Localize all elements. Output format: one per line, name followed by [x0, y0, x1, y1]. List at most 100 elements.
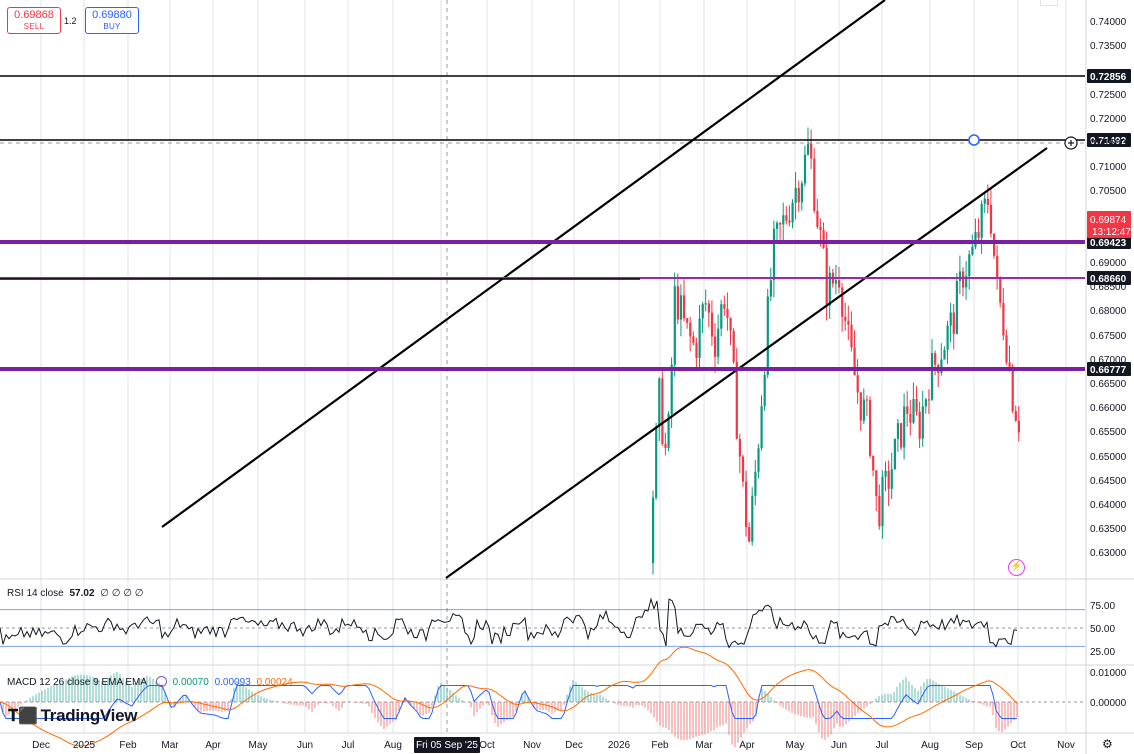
- candle-body: [788, 220, 791, 223]
- price-tick-label: 0.65000: [1090, 452, 1127, 463]
- candle-body: [983, 198, 986, 204]
- candle-body: [661, 378, 664, 444]
- candle-body: [673, 286, 676, 365]
- candle-body: [934, 353, 937, 365]
- logo-text: TradingView: [40, 706, 138, 725]
- reset-icon[interactable]: ⚙: [1102, 737, 1113, 751]
- time-tick-label: Feb: [119, 740, 137, 751]
- candle-body: [695, 342, 698, 358]
- rsi-tick-label: 50.00: [1090, 624, 1115, 635]
- candle-body: [810, 143, 813, 159]
- macd-legend[interactable]: MACD 12 26 close 9 EMA EMA 0.00070 0.000…: [7, 676, 296, 688]
- time-tick-label: Sep: [965, 740, 983, 751]
- candle-body: [658, 378, 661, 427]
- candle-body: [884, 470, 887, 477]
- candle-body: [813, 158, 816, 211]
- rsi-legend[interactable]: RSI 14 close 57.02 ∅ ∅ ∅ ∅: [7, 588, 146, 599]
- candle-body: [738, 438, 741, 457]
- candle-body: [1008, 362, 1011, 367]
- time-tick-label: Jun: [297, 740, 313, 751]
- candle-body: [1002, 302, 1005, 336]
- candle-body: [965, 276, 968, 288]
- candle-body: [834, 280, 838, 284]
- candle-body: [683, 295, 686, 319]
- signal-line: [0, 646, 1018, 747]
- tradingview-logo[interactable]: 𝐓⬛ TradingView: [8, 706, 137, 726]
- macd-title: MACD 12 26 close 9 EMA EMA: [7, 677, 148, 688]
- crosshair-date-label: Fri 05 Sep '25: [416, 740, 478, 751]
- time-tick-label: Jul: [876, 740, 889, 751]
- sell-button[interactable]: 0.69868 SELL: [7, 7, 61, 34]
- candle-body: [745, 481, 748, 528]
- price-tick-label: 0.67000: [1090, 355, 1127, 366]
- candle-body: [869, 400, 872, 456]
- candle-body: [844, 316, 847, 321]
- candle-body: [689, 322, 692, 337]
- candle-body: [862, 399, 865, 421]
- candle-body: [875, 470, 878, 496]
- price-tick-label: 0.66500: [1090, 379, 1127, 390]
- candle-body: [692, 336, 695, 343]
- candle-body: [807, 143, 810, 155]
- candle-body: [825, 247, 828, 306]
- candle-body: [723, 304, 726, 309]
- time-tick-label: May: [249, 740, 268, 751]
- candle-body: [751, 495, 754, 542]
- candle-body: [1005, 335, 1008, 363]
- candle-body: [757, 448, 760, 472]
- candle-body: [980, 203, 983, 238]
- candle-body: [974, 232, 977, 247]
- price-tick-label: 0.64000: [1090, 500, 1127, 511]
- macd-tick-label: 0.01000: [1090, 668, 1127, 679]
- candle-body: [704, 303, 707, 305]
- candle-body: [655, 426, 658, 498]
- candle-body: [921, 406, 924, 439]
- candle-body: [993, 233, 996, 256]
- candle-body: [909, 413, 912, 423]
- candle-body: [698, 318, 701, 358]
- candle-body: [989, 204, 993, 234]
- sell-label: SELL: [23, 22, 45, 31]
- candle-body: [859, 392, 862, 421]
- candle-body: [717, 328, 720, 357]
- candle-body: [1017, 420, 1020, 433]
- time-tick-label: Oct: [1010, 740, 1026, 751]
- candle-body: [679, 295, 683, 320]
- level-price-label: 0.68660: [1090, 274, 1127, 285]
- candle-body: [893, 438, 896, 470]
- candle-body: [996, 255, 999, 278]
- candle-body: [710, 312, 714, 337]
- price-tick-label: 0.68000: [1090, 306, 1127, 317]
- candle-body: [652, 497, 655, 563]
- macd-line-value: 0.00093: [214, 677, 251, 688]
- candle-body: [872, 455, 875, 471]
- rsi-placeholders: ∅ ∅ ∅ ∅: [100, 588, 144, 599]
- candle-body: [785, 215, 788, 221]
- settings-icon[interactable]: [155, 676, 167, 687]
- channel-upper-line[interactable]: [161, 0, 886, 528]
- candle-body: [952, 312, 955, 334]
- candle-body: [962, 271, 965, 288]
- price-tick-label: 0.74000: [1090, 17, 1127, 28]
- level-price-label: 0.66777: [1090, 365, 1127, 376]
- candle-body: [686, 318, 689, 323]
- buy-button[interactable]: 0.69880 BUY: [85, 7, 139, 34]
- candle-body: [779, 222, 782, 225]
- candle-body: [816, 210, 819, 227]
- candle-body: [900, 423, 903, 448]
- price-tick-label: 0.66000: [1090, 403, 1127, 414]
- toolbar-tab[interactable]: [1040, 0, 1058, 6]
- candle-body: [732, 330, 735, 362]
- price-tick-label: 0.65500: [1090, 427, 1127, 438]
- price-tick-label: 0.68500: [1090, 282, 1127, 293]
- rsi-line: [0, 597, 1018, 649]
- candle-body: [754, 471, 757, 496]
- candle-body: [958, 271, 962, 281]
- time-tick-label: Apr: [739, 740, 755, 751]
- channel-lower-line[interactable]: [445, 147, 1048, 579]
- spread-value: 1.2: [64, 16, 77, 26]
- time-tick-label: 2026: [608, 740, 631, 751]
- candle-body: [763, 374, 766, 407]
- flash-icon[interactable]: ⚡: [1008, 559, 1025, 576]
